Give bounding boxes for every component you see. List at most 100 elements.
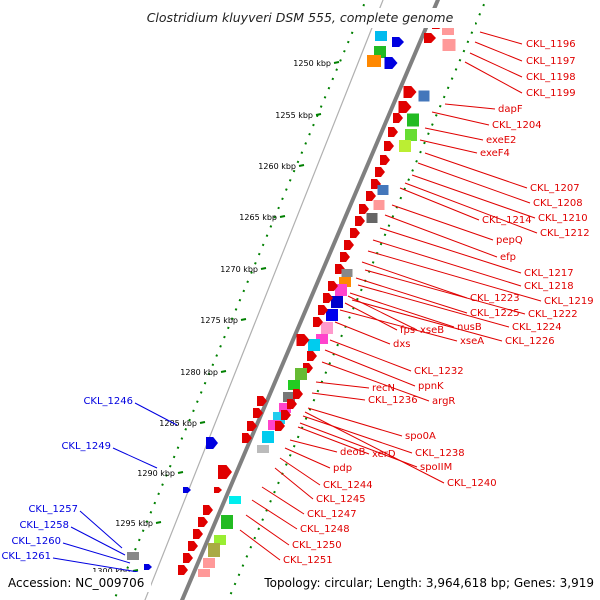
gene-label[interactable]: CKL_1258 [19, 520, 69, 531]
gc-track-inner [113, 0, 367, 600]
gene-label[interactable]: CKL_1212 [540, 228, 590, 239]
gene-label[interactable]: CKL_1218 [524, 281, 574, 292]
label-leader [464, 61, 523, 94]
gene-label[interactable]: CKL_1247 [307, 509, 357, 520]
label-leader [419, 139, 478, 154]
gene-label[interactable]: CKL_1207 [530, 183, 580, 194]
gene-label[interactable]: CKL_1217 [524, 268, 574, 279]
gene-label[interactable]: CKL_1196 [526, 39, 576, 50]
kbp-tick-label: 1265 kbp [239, 213, 277, 222]
gene-label[interactable]: CKL_1236 [368, 395, 418, 406]
gene-label[interactable]: CKL_1219 [544, 296, 594, 307]
kbp-tick-label: 1255 kbp [275, 111, 313, 120]
gene-block [229, 496, 241, 504]
gene-arrow [193, 529, 203, 539]
kbp-tick-label: 1290 kbp [137, 469, 175, 478]
label-leader [321, 361, 430, 402]
kbp-tick-mark [220, 370, 227, 373]
gene-label[interactable]: CKL_1245 [316, 494, 366, 505]
gene-arrow [275, 421, 285, 431]
label-leader [261, 486, 305, 515]
gene-label[interactable]: fps [400, 325, 415, 336]
gene-label[interactable]: xerD [372, 449, 396, 460]
kbp-tick-label: 1300 kbp [92, 567, 130, 576]
gene-label[interactable]: CKL_1238 [415, 448, 465, 459]
gene-label[interactable]: nusB [457, 322, 482, 333]
gene-label[interactable]: CKL_1222 [528, 309, 578, 320]
gene-block [221, 515, 233, 529]
gene-label[interactable]: CKL_1261 [1, 551, 51, 562]
backbone-outer [179, 0, 441, 600]
gene-label[interactable]: spoIIM [420, 462, 452, 473]
gene-label[interactable]: exeF4 [480, 148, 510, 159]
gene-label[interactable]: spo0A [405, 431, 436, 442]
gene-label[interactable]: CKL_1210 [538, 213, 588, 224]
gene-label[interactable]: xseB [420, 325, 444, 336]
gene-arrow [214, 487, 222, 493]
gene-label[interactable]: recN [372, 383, 395, 394]
label-leader [251, 499, 298, 530]
gene-label[interactable]: CKL_1251 [283, 555, 333, 566]
gene-label[interactable]: CKL_1225 [470, 308, 520, 319]
gene-label[interactable]: exeE2 [486, 135, 516, 146]
gene-label[interactable]: CKL_1208 [533, 198, 583, 209]
label-leaders [52, 31, 542, 573]
label-leader [311, 392, 366, 401]
label-leader [357, 284, 510, 328]
gene-label[interactable]: CKL_1198 [526, 72, 576, 83]
kbp-tick-mark [155, 521, 162, 524]
gene-label[interactable]: CKL_1197 [526, 56, 576, 67]
gene-arrow [355, 216, 365, 226]
gene-label[interactable]: argR [432, 396, 455, 407]
kbp-tick-label: 1260 kbp [258, 162, 296, 171]
gene-label[interactable]: efp [500, 252, 516, 263]
gene-block [208, 543, 220, 557]
gene-label[interactable]: CKL_1223 [470, 293, 520, 304]
gene-arrow [178, 565, 188, 575]
gene-block [335, 284, 347, 296]
gene-label[interactable]: CKL_1232 [414, 366, 464, 377]
gene-label[interactable]: CKL_1248 [300, 524, 350, 535]
gene-label[interactable]: CKL_1204 [492, 120, 542, 131]
gene-label[interactable]: CKL_1226 [505, 336, 555, 347]
gene-label[interactable]: pdp [333, 463, 352, 474]
kbp-tick-mark [199, 421, 206, 424]
gene-label[interactable]: xseA [460, 336, 484, 347]
gene-label[interactable]: ppnK [418, 381, 444, 392]
gene-label[interactable]: CKL_1244 [323, 480, 373, 491]
gene-label[interactable]: CKL_1260 [11, 536, 61, 547]
label-leader [344, 302, 398, 331]
gene-label[interactable]: CKL_1214 [482, 215, 532, 226]
label-leader [364, 269, 526, 315]
title-backdrop [125, 8, 475, 28]
gene-arrow [203, 505, 213, 515]
gene-arrow [218, 465, 232, 479]
map-title: Clostridium kluyveri DSM 555, complete g… [147, 10, 454, 25]
gene-label[interactable]: deoB [340, 447, 366, 458]
label-leader [474, 41, 523, 62]
label-leader [431, 111, 490, 126]
label-leader [379, 227, 522, 274]
gene-label[interactable]: CKL_1224 [512, 322, 562, 333]
gene-label[interactable]: dapF [498, 104, 523, 115]
label-leader [52, 557, 139, 573]
kbp-tick-mark [279, 215, 286, 218]
gene-block [377, 185, 389, 195]
gene-label[interactable]: CKL_1257 [28, 504, 78, 515]
label-leader [404, 182, 538, 234]
gene-label[interactable]: CKL_1246 [83, 396, 133, 407]
gene-label[interactable]: dxs [393, 339, 410, 350]
footer-summary-backdrop [254, 572, 597, 592]
gene-label[interactable]: CKL_1249 [61, 441, 111, 452]
footer-accession-backdrop [3, 572, 151, 592]
gene-block [288, 380, 300, 390]
label-leader [324, 349, 416, 387]
gene-label[interactable]: pepQ [496, 235, 523, 246]
label-leader [245, 514, 290, 546]
gene-block [442, 27, 454, 35]
gene-label[interactable]: CKL_1250 [292, 540, 342, 551]
gene-label[interactable]: CKL_1199 [526, 88, 576, 99]
gene-label[interactable]: CKL_1240 [447, 478, 497, 489]
